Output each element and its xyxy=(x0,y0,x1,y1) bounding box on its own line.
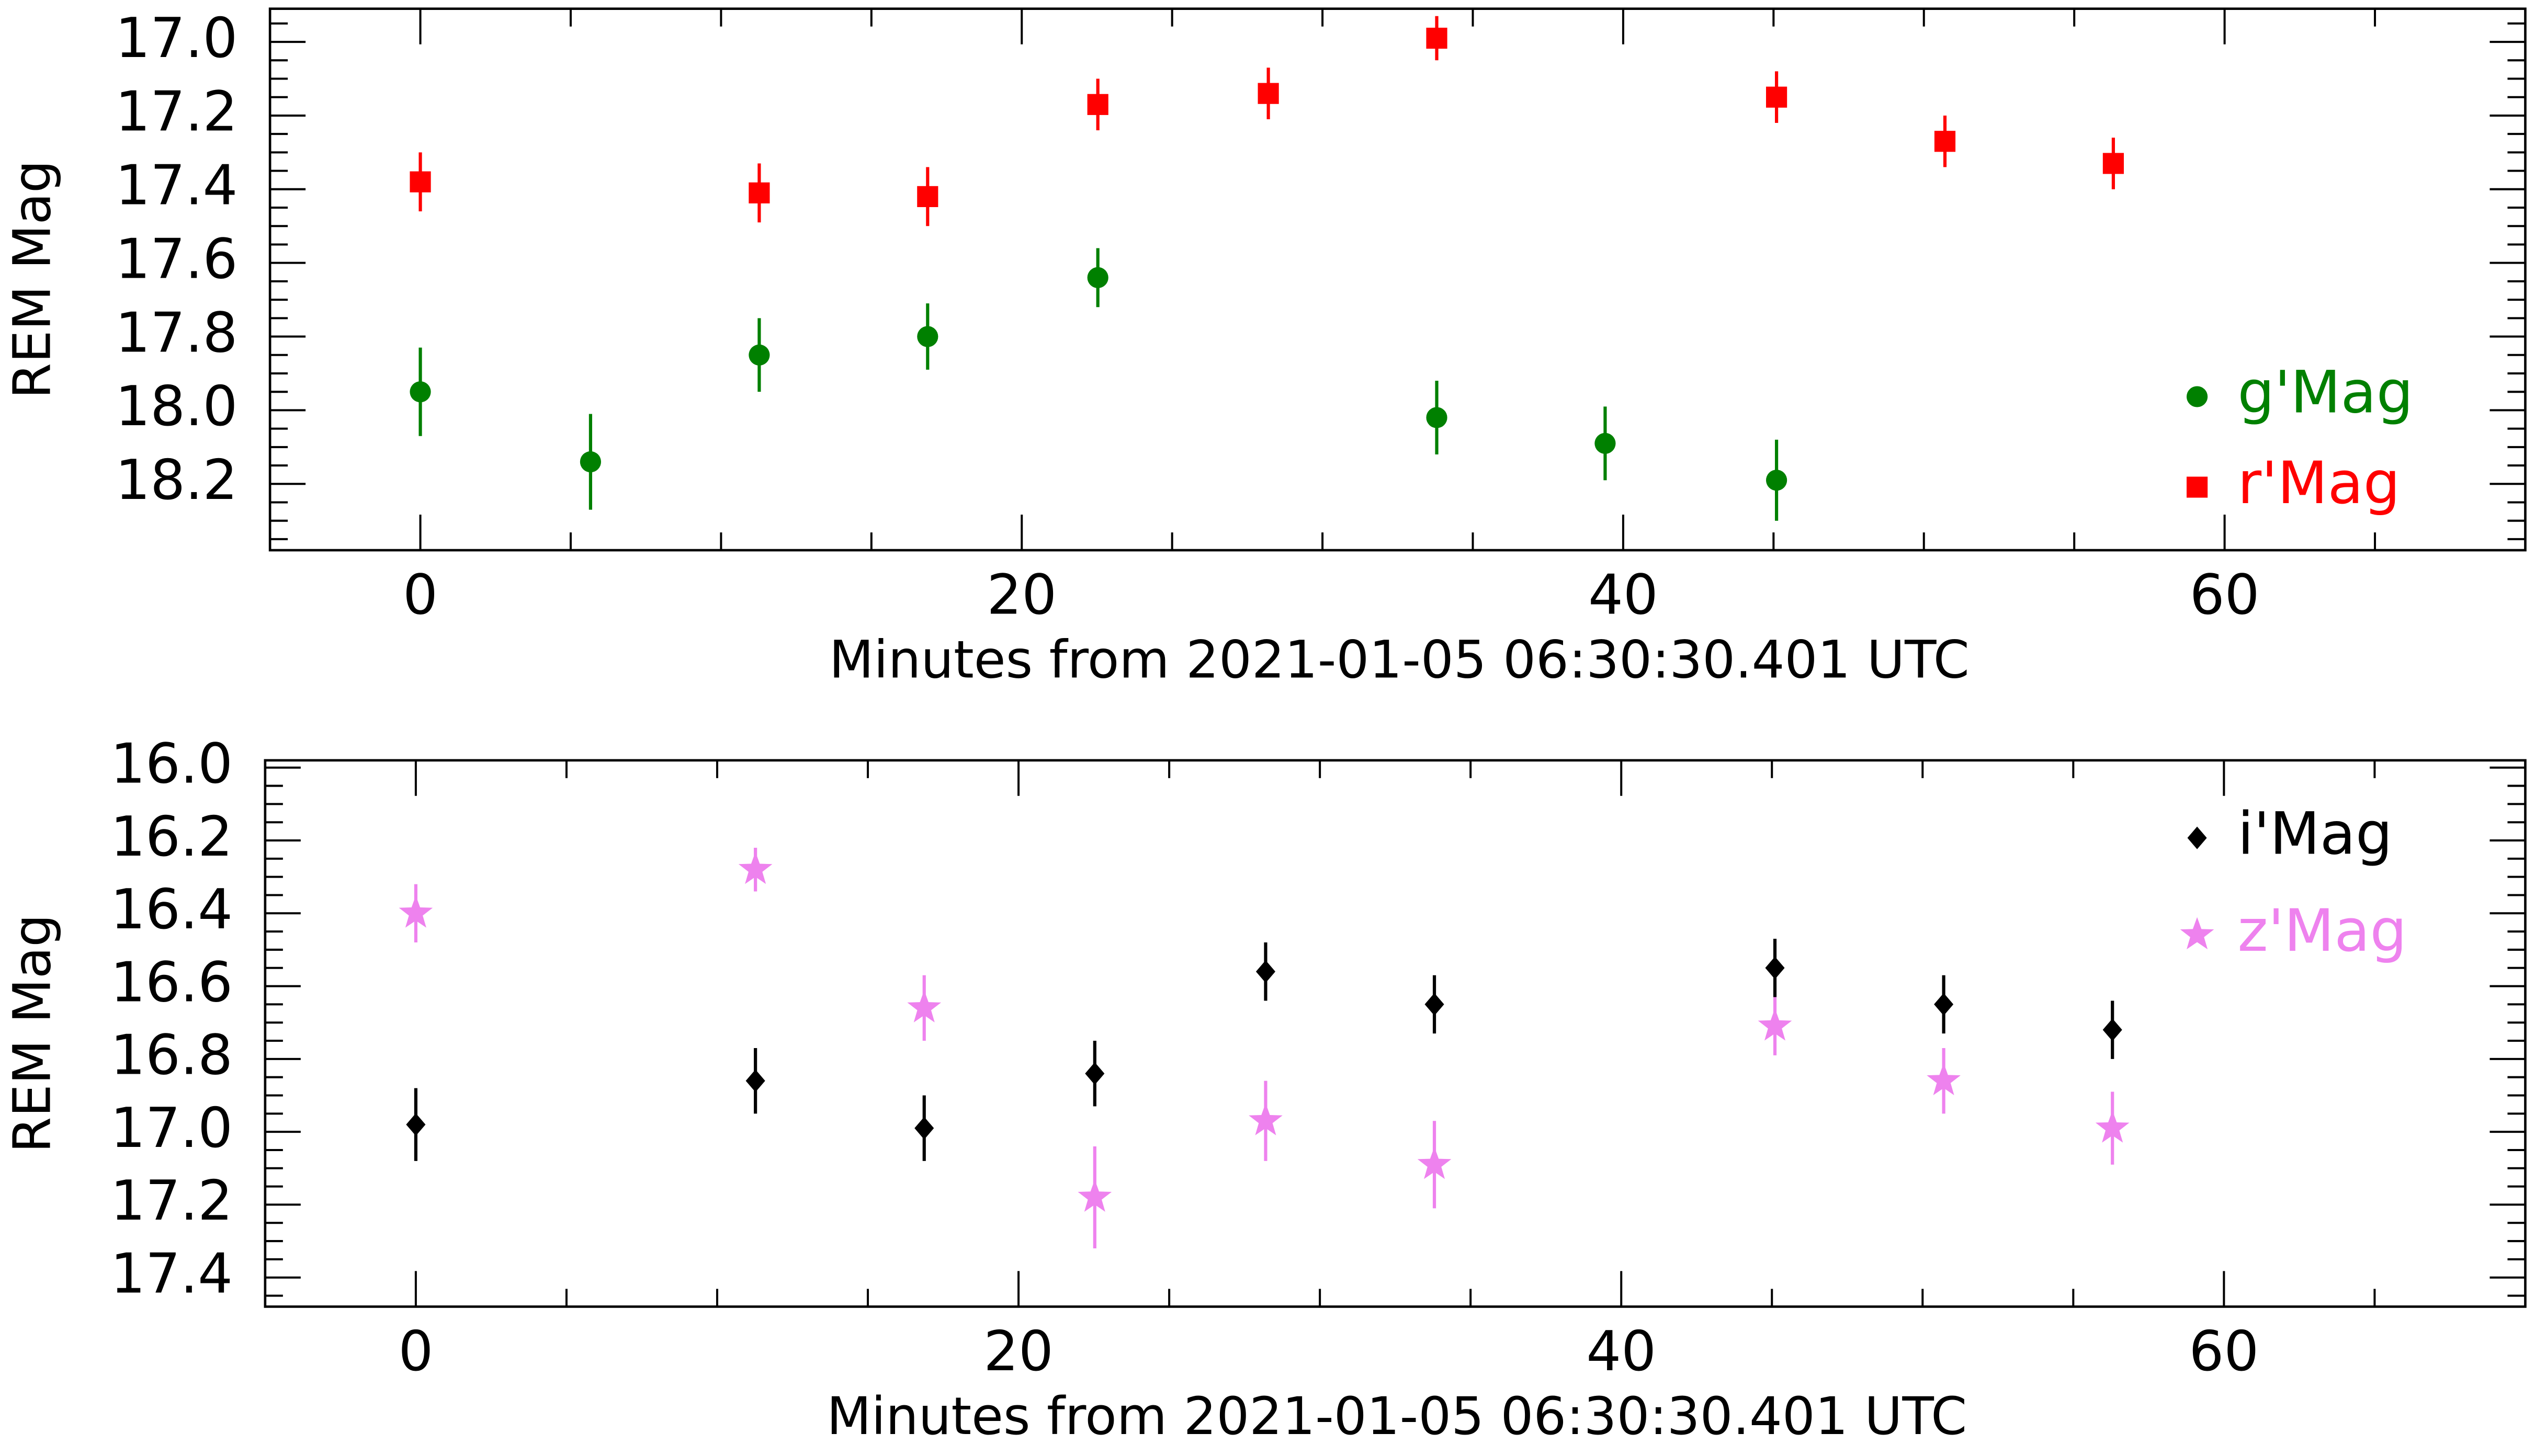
y-tick-label: 17.0 xyxy=(115,6,237,70)
marker xyxy=(1758,1008,1792,1041)
marker xyxy=(1078,1179,1112,1212)
y-tick-label: 17.4 xyxy=(115,153,237,218)
marker xyxy=(1934,993,1954,1016)
marker xyxy=(745,1070,765,1093)
marker xyxy=(1927,1063,1961,1096)
legend-marker xyxy=(2186,476,2208,498)
legend-label: i'Mag xyxy=(2237,800,2392,868)
y-tick-label: 17.4 xyxy=(110,1242,233,1306)
x-tick-label: 60 xyxy=(2190,563,2260,627)
marker xyxy=(2095,1110,2130,1143)
y-tick-label: 16.4 xyxy=(110,877,233,941)
marker xyxy=(410,171,431,192)
marker xyxy=(1424,993,1444,1016)
marker xyxy=(917,186,938,207)
marker xyxy=(2102,1018,2122,1041)
marker xyxy=(1258,83,1279,104)
marker xyxy=(749,182,770,203)
x-tick-label: 20 xyxy=(983,1319,1054,1383)
x-tick-label: 60 xyxy=(2189,1319,2259,1383)
marker xyxy=(410,381,431,403)
marker xyxy=(1087,94,1108,115)
marker xyxy=(1766,470,1787,491)
x-axis-label: Minutes from 2021-01-05 06:30:30.401 UTC xyxy=(829,630,1970,690)
marker xyxy=(406,1113,426,1136)
marker xyxy=(749,344,770,366)
marker xyxy=(1766,86,1787,108)
y-tick-label: 17.2 xyxy=(115,79,237,144)
marker xyxy=(580,451,601,473)
marker xyxy=(1087,267,1108,288)
legend-marker xyxy=(2180,917,2214,950)
marker xyxy=(1426,27,1447,49)
legend-label: r'Mag xyxy=(2237,450,2400,517)
x-tick-label: 0 xyxy=(398,1319,433,1383)
marker xyxy=(917,326,938,347)
x-tick-label: 20 xyxy=(987,563,1057,627)
y-tick-label: 16.6 xyxy=(110,950,233,1014)
marker xyxy=(914,1117,934,1140)
legend-label: g'Mag xyxy=(2237,359,2413,427)
marker xyxy=(1594,433,1616,454)
legend-marker xyxy=(2187,826,2207,849)
y-tick-label: 17.8 xyxy=(115,300,237,365)
y-tick-label: 16.0 xyxy=(110,732,233,796)
x-axis-label: Minutes from 2021-01-05 06:30:30.401 UTC xyxy=(827,1386,1967,1447)
plot-frame xyxy=(268,7,2527,552)
marker xyxy=(2102,153,2124,174)
x-tick-label: 40 xyxy=(1588,563,1658,627)
marker xyxy=(1765,957,1785,980)
x-tick-label: 0 xyxy=(403,563,438,627)
marker xyxy=(1255,960,1275,983)
y-tick-label: 17.2 xyxy=(110,1168,233,1233)
y-axis-label: REM Mag xyxy=(2,160,62,399)
y-tick-label: 17.0 xyxy=(110,1096,233,1160)
marker xyxy=(738,851,773,884)
y-tick-label: 18.2 xyxy=(115,448,237,512)
y-tick-label: 17.6 xyxy=(115,226,237,291)
y-tick-label: 16.2 xyxy=(110,804,233,869)
y-axis-label: REM Mag xyxy=(2,914,62,1153)
y-tick-label: 18.0 xyxy=(115,374,237,438)
marker xyxy=(1085,1062,1105,1085)
marker xyxy=(907,990,942,1022)
marker xyxy=(1249,1103,1283,1135)
marker xyxy=(1417,1146,1452,1179)
plot-frame xyxy=(264,759,2527,1308)
marker xyxy=(399,895,433,928)
marker xyxy=(1426,407,1447,428)
x-tick-label: 40 xyxy=(1586,1319,1656,1383)
legend-label: z'Mag xyxy=(2237,897,2407,965)
legend-marker xyxy=(2186,386,2208,407)
marker xyxy=(1934,131,1956,152)
y-tick-label: 16.8 xyxy=(110,1023,233,1087)
